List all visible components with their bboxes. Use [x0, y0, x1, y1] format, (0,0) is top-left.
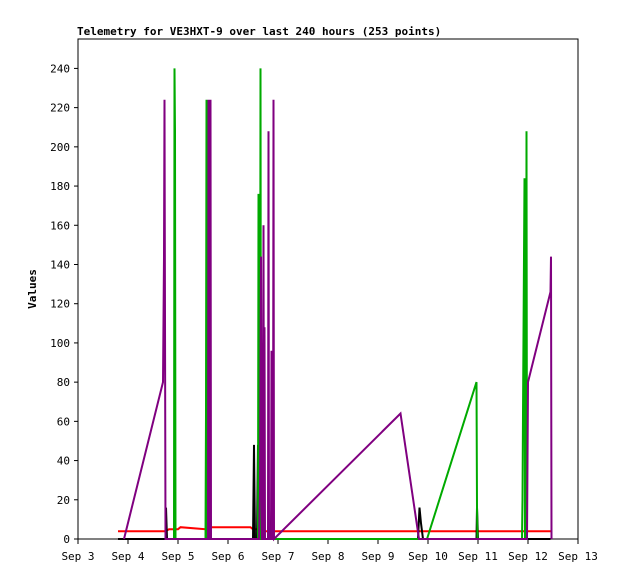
- y-tick-label-6: 120: [50, 298, 70, 311]
- y-tick-label-11: 220: [50, 102, 70, 115]
- series-line-2: [173, 68, 528, 540]
- y-tick-label-4: 80: [57, 376, 70, 389]
- y-tick-label-2: 40: [57, 455, 70, 468]
- x-tick-label-7: Sep 10: [408, 550, 448, 563]
- series-line-1: [118, 444, 551, 540]
- series-line-3: [123, 99, 553, 542]
- x-tick-label-5: Sep 8: [311, 550, 344, 563]
- y-tick-label-1: 20: [57, 494, 70, 507]
- y-tick-label-3: 60: [57, 415, 70, 428]
- x-tick-label-10: Sep 13: [558, 550, 598, 563]
- plot-frame: [77, 38, 579, 540]
- y-axis-label: Values: [26, 269, 39, 309]
- x-tick-label-8: Sep 11: [458, 550, 498, 563]
- x-tick-label-2: Sep 5: [161, 550, 194, 563]
- y-tick-label-7: 140: [50, 258, 70, 271]
- x-tick-label-4: Sep 7: [261, 550, 294, 563]
- x-tick-label-9: Sep 12: [508, 550, 548, 563]
- y-tick-label-12: 240: [50, 62, 70, 75]
- x-tick-label-6: Sep 9: [361, 550, 394, 563]
- y-tick-label-0: 0: [63, 533, 70, 546]
- y-tick-label-9: 180: [50, 180, 70, 193]
- x-tick-label-1: Sep 4: [111, 550, 144, 563]
- series-line-0: [118, 526, 551, 533]
- x-tick-label-3: Sep 6: [211, 550, 244, 563]
- y-tick-label-5: 100: [50, 337, 70, 350]
- chart-title: Telemetry for VE3HXT-9 over last 240 hou…: [77, 25, 441, 38]
- plot-area: 0 20 40 60 80 100 120 140 160 180 200 220 240 Sep 3 Se…: [50, 38, 598, 563]
- y-tick-label-8: 160: [50, 219, 70, 232]
- x-tick-label-0: Sep 3: [61, 550, 94, 563]
- y-tick-label-10: 200: [50, 141, 70, 154]
